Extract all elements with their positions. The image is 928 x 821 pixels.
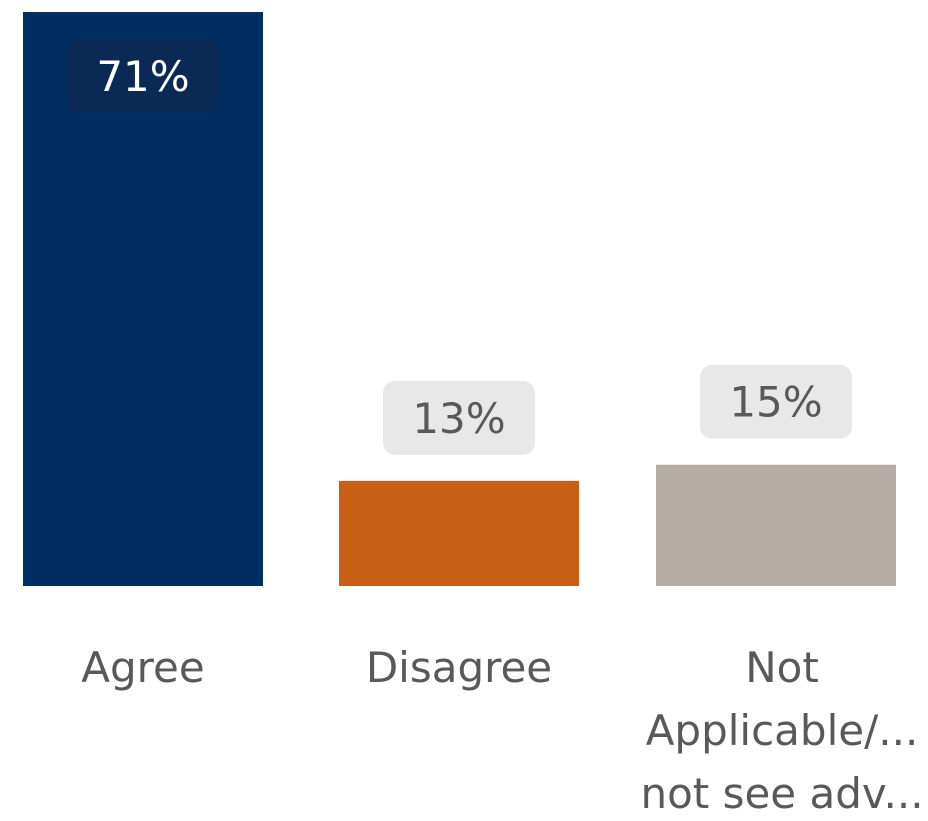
bar-2 — [656, 464, 896, 586]
category-label-0-line-0: Agree — [81, 643, 204, 692]
category-labels-group: Agree Disagree Not Applicable/... not see ad… — [81, 643, 923, 818]
value-label-0: 71% — [96, 52, 189, 101]
value-label-box-2 — [700, 364, 852, 439]
category-label-2: Not Applicable/... not see adv... — [640, 643, 923, 818]
category-label-2-line-1: Applicable/... — [646, 706, 919, 755]
value-label-box-1 — [383, 380, 535, 455]
value-labels-group: 71% 13% 15% — [67, 39, 852, 455]
category-label-1-line-0: Disagree — [366, 643, 552, 692]
category-label-1: Disagree — [366, 643, 552, 692]
category-label-2-line-0: Not — [745, 643, 819, 692]
category-label-2-line-2: not see adv... — [640, 769, 923, 818]
value-label-1: 13% — [412, 394, 505, 443]
value-label-2: 15% — [729, 378, 822, 427]
value-label-box-0 — [67, 39, 219, 113]
category-label-0: Agree — [81, 643, 204, 692]
bar-1 — [339, 480, 579, 586]
